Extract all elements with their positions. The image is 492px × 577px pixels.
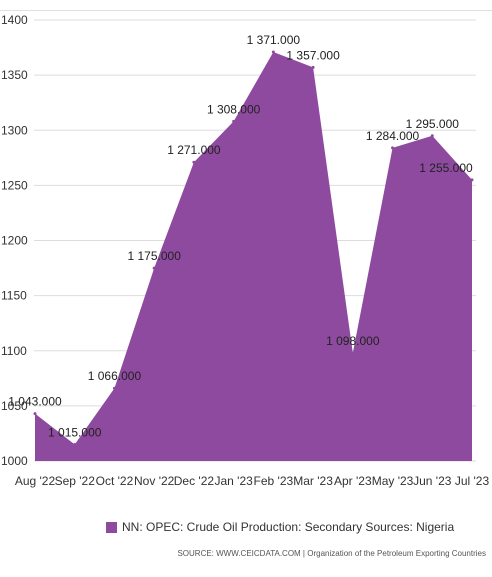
data-point[interactable] [232, 119, 236, 123]
data-point[interactable] [470, 178, 474, 182]
y-tick-label: 1050 [1, 399, 28, 413]
data-label: 1 371.000 [247, 33, 301, 47]
x-tick-label: Feb '23 [254, 474, 294, 488]
x-axis-ticks: Aug '22 Sep '22 Oct '22 Nov '22 Dec '22 Jan '… [15, 474, 490, 488]
data-label: 1 175.000 [127, 249, 181, 263]
data-label: 1 357.000 [286, 48, 340, 62]
data-point[interactable] [271, 50, 275, 54]
legend[interactable]: NN: OPEC: Crude Oil Production: Secondar… [106, 520, 454, 534]
x-tick-label: Oct '22 [96, 474, 134, 488]
y-tick-label: 1150 [1, 289, 27, 303]
y-tick-label: 1300 [1, 123, 28, 137]
data-label: 1 098.000 [326, 334, 380, 348]
data-point[interactable] [73, 442, 77, 446]
data-label: 1 043.000 [8, 395, 62, 409]
source-note: SOURCE: WWW.CEICDATA.COM | Organization … [177, 549, 486, 558]
x-tick-label: Jun '23 [413, 474, 452, 488]
data-label: 1 015.000 [48, 425, 102, 439]
legend-swatch [106, 521, 117, 533]
data-point[interactable] [430, 134, 434, 138]
data-labels: 1 043.000 1 015.000 1 066.000 1 175.000 1 27… [8, 33, 473, 439]
data-point[interactable] [112, 386, 116, 390]
data-label: 1 308.000 [207, 102, 261, 116]
y-axis-ticks: 1000 1050 1100 1150 1200 1250 1300 1350 1400 [1, 13, 28, 468]
x-tick-label: Dec '22 [174, 474, 215, 488]
y-tick-label: 1400 [1, 13, 28, 27]
x-tick-label: Aug '22 [15, 474, 56, 488]
data-point[interactable] [33, 412, 37, 416]
x-tick-label: May '23 [372, 474, 414, 488]
x-tick-label: Apr '23 [334, 474, 372, 488]
y-tick-label: 1100 [1, 344, 27, 358]
area-layer [33, 50, 474, 461]
data-point[interactable] [311, 65, 315, 69]
x-tick-label: Nov '22 [134, 474, 175, 488]
data-point[interactable] [351, 351, 355, 355]
y-tick-label: 1250 [1, 178, 28, 192]
data-label: 1 295.000 [406, 117, 460, 131]
series-area [35, 51, 472, 461]
y-tick-label: 1350 [1, 68, 28, 82]
x-tick-label: Sep '22 [55, 474, 96, 488]
x-tick-label: Jul '23 [455, 474, 490, 488]
x-tick-label: Jan '23 [214, 474, 253, 488]
top-border [0, 10, 492, 11]
data-label: 1 255.000 [419, 161, 473, 175]
data-label: 1 066.000 [88, 369, 142, 383]
y-tick-label: 1200 [1, 234, 28, 248]
x-tick-label: Mar '23 [293, 474, 333, 488]
data-label: 1 271.000 [167, 143, 221, 157]
data-point[interactable] [152, 266, 156, 270]
data-point[interactable] [391, 146, 395, 150]
data-point[interactable] [192, 160, 196, 164]
y-tick-label: 1000 [1, 454, 28, 468]
data-label: 1 284.000 [366, 129, 420, 143]
legend-label: NN: OPEC: Crude Oil Production: Secondar… [122, 520, 455, 534]
